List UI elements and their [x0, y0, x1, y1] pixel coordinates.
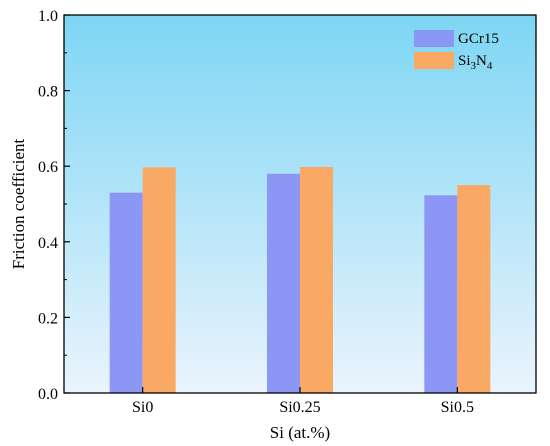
- bar-si0-5-series-1: [424, 195, 458, 393]
- bar-si0-series-2: [142, 167, 176, 393]
- legend-swatch-1: [414, 30, 454, 47]
- x-tick-label: Si0.25: [279, 399, 320, 416]
- bar-si0-series-1: [109, 192, 143, 393]
- legend-label-2: Si3N4: [458, 53, 493, 72]
- y-tick-label: 0.2: [38, 310, 58, 327]
- y-tick-label: 0.0: [38, 386, 58, 403]
- legend-swatch-2: [414, 52, 454, 69]
- x-axis-title: Si (at.%): [270, 423, 330, 442]
- bar-si0-25-series-2: [300, 166, 333, 393]
- x-tick-label: Si0: [132, 399, 153, 416]
- legend: GCr15 Si3N4: [414, 30, 499, 72]
- bar-si0-5-series-2: [457, 185, 491, 393]
- y-tick-label: 0.6: [38, 159, 58, 176]
- x-tick-label: Si0.5: [441, 399, 474, 416]
- y-axis-title: Friction coefficient: [9, 139, 28, 270]
- y-tick-label: 0.8: [38, 84, 58, 101]
- bar-si0-25-series-1: [267, 173, 300, 393]
- legend-label-1: GCr15: [458, 31, 499, 47]
- y-tick-label: 0.4: [38, 235, 58, 252]
- y-tick-label: 1.0: [38, 8, 58, 25]
- bars-layer: [109, 166, 491, 393]
- ticks-layer: 0.0 0.2 0.4 0.6 0.8 1.0 Si0 Si0.25 Si0.5: [38, 8, 474, 416]
